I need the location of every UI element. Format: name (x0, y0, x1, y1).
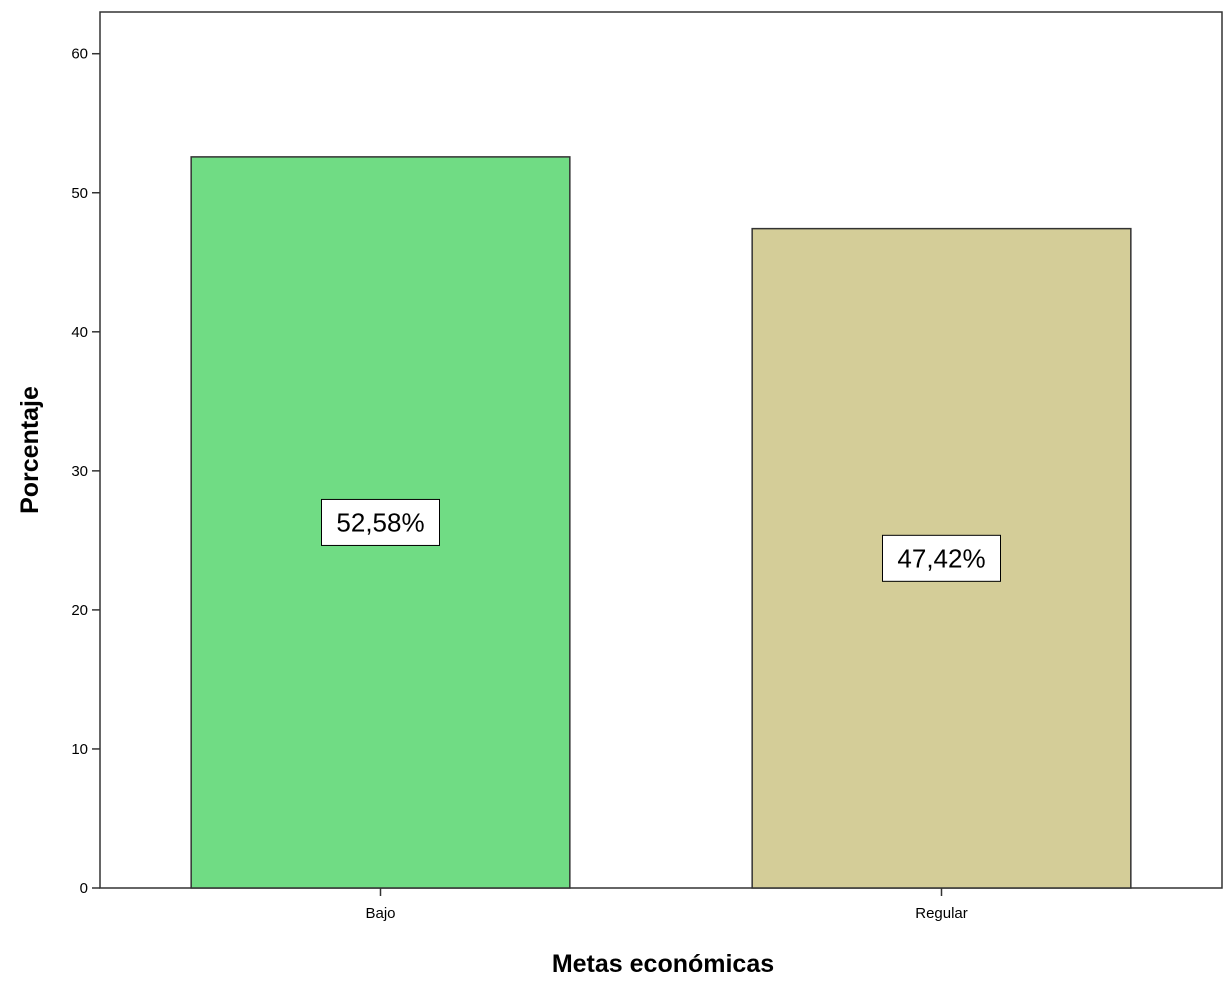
data-label-box (882, 534, 1001, 582)
y-tick-label: 30 (71, 463, 88, 480)
y-tick-label: 0 (80, 880, 88, 897)
y-tick-label: 50 (71, 185, 88, 202)
data-label-regular: 47,42% (882, 534, 1001, 582)
y-tick-label: 40 (71, 324, 88, 341)
bars: 52,58% 47,42% (190, 156, 1132, 889)
data-label-box (321, 498, 440, 546)
y-tick-label: 60 (71, 46, 88, 63)
data-label-bajo: 52,58% (321, 498, 440, 546)
data-label-text: 52,58% (336, 507, 424, 537)
x-tick-label: Regular (915, 905, 968, 922)
y-tick-label: 10 (71, 741, 88, 758)
y-axis-title: Porcentaje (16, 386, 44, 514)
x-tick-label: Bajo (365, 905, 395, 922)
y-axis: 0 10 20 30 40 50 60 (71, 46, 100, 897)
x-axis: Bajo Regular (365, 888, 968, 922)
x-axis-title: Metas económicas (552, 950, 774, 978)
data-label-text: 47,42% (897, 543, 985, 573)
y-tick-label: 20 (71, 602, 88, 619)
